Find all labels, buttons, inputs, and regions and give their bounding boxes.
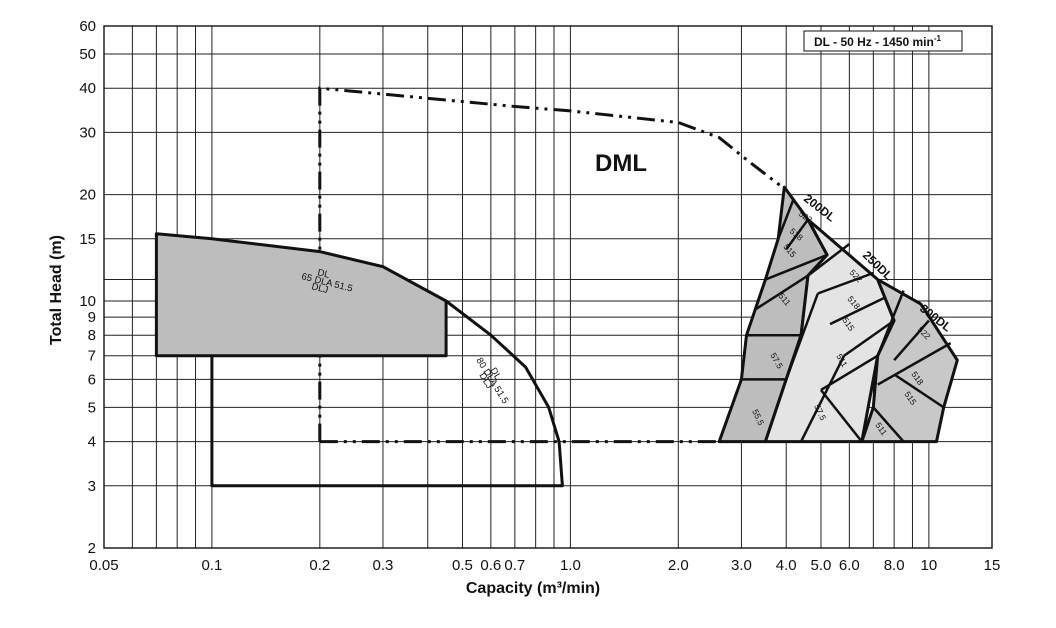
y-tick-label: 8 — [88, 327, 96, 344]
zone-divider — [829, 296, 885, 326]
plot-frame — [103, 25, 993, 549]
y-tick-label: 2 — [88, 540, 96, 557]
series-65-dl-dla-dlj-51-5-area — [154, 232, 448, 358]
x-tick-label: 0.3 — [373, 557, 394, 574]
speed-box-label: DL - 50 Hz - 1450 min — [814, 35, 934, 49]
y-tick-label: 50 — [79, 46, 96, 63]
y-tick-label: 7 — [88, 348, 96, 365]
series-80-dl-dla-dlj-51-5-line — [210, 299, 564, 488]
speed-box-text: DL - 50 Hz - 1450 min-1 — [814, 34, 941, 49]
chart-title: DML — [595, 150, 647, 177]
x-tick-label: 0.7 — [504, 557, 525, 574]
y-tick-label: 9 — [88, 309, 96, 326]
zone-divider — [799, 355, 846, 443]
y-tick-label: 10 — [79, 293, 96, 310]
zone-divider — [893, 319, 930, 362]
series-dml-line — [318, 86, 784, 442]
x-tick-label: 8.0 — [884, 557, 905, 574]
label-80-dl: DL — [487, 366, 503, 382]
zone-divider — [872, 406, 905, 443]
y-tick-label: 20 — [79, 187, 96, 204]
x-tick-labels: 0.05 0.1 0.2 0.3 0.5 0.6 0.7 1.0 2.0 3.0 4.0 5.0 6.0… — [89, 557, 1000, 574]
y-tick-label: 4 — [88, 434, 96, 451]
y-tick-label: 6 — [88, 371, 96, 388]
zone-divider — [819, 389, 863, 443]
zone-divider — [843, 319, 895, 357]
zone-divider — [817, 271, 874, 295]
x-tick-label: 10 — [921, 557, 938, 574]
x-tick-label: 0.6 — [480, 557, 501, 574]
x-tick-label: 0.1 — [201, 557, 222, 574]
y-axis-title: Total Head (m) — [48, 235, 65, 345]
zone-divider — [785, 218, 809, 251]
zone-divider — [807, 242, 851, 277]
x-tick-label: 0.5 — [452, 557, 473, 574]
label-65-dlj: DLJ — [310, 281, 329, 296]
speed-box: DL - 50 Hz - 1450 min-1 — [803, 30, 963, 52]
series-shapes — [154, 86, 959, 488]
x-tick-label: 1.0 — [560, 557, 581, 574]
x-tick-label: 5.0 — [811, 557, 832, 574]
y-tick-label: 5 — [88, 399, 96, 416]
zone-divider — [876, 290, 905, 357]
x-tick-label: 3.0 — [731, 557, 752, 574]
zone-divider — [785, 293, 819, 380]
zone-divider — [777, 198, 795, 240]
zone-divider — [764, 253, 828, 281]
y-tick-label: 60 — [79, 18, 96, 35]
x-tick-label: 6.0 — [839, 557, 860, 574]
label-65-dl: DL — [316, 267, 330, 281]
zone-divider — [877, 342, 952, 386]
x-tick-label: 15 — [984, 557, 1001, 574]
x-axis-title: Capacity (m³/min) — [466, 580, 600, 597]
speed-box-sup: -1 — [934, 34, 942, 43]
x-tick-label: 4.0 — [776, 557, 797, 574]
x-tick-label: 2.0 — [668, 557, 689, 574]
y-tick-label: 15 — [79, 231, 96, 248]
zone-divider — [755, 274, 809, 310]
y-tick-label: 30 — [79, 124, 96, 141]
x-tick-label: 0.05 — [89, 557, 118, 574]
speed-box-frame — [803, 30, 963, 52]
x-tick-label: 0.2 — [309, 557, 330, 574]
y-tick-label: 40 — [79, 80, 96, 97]
zone-divider — [893, 373, 945, 409]
y-tick-label: 3 — [88, 478, 96, 495]
